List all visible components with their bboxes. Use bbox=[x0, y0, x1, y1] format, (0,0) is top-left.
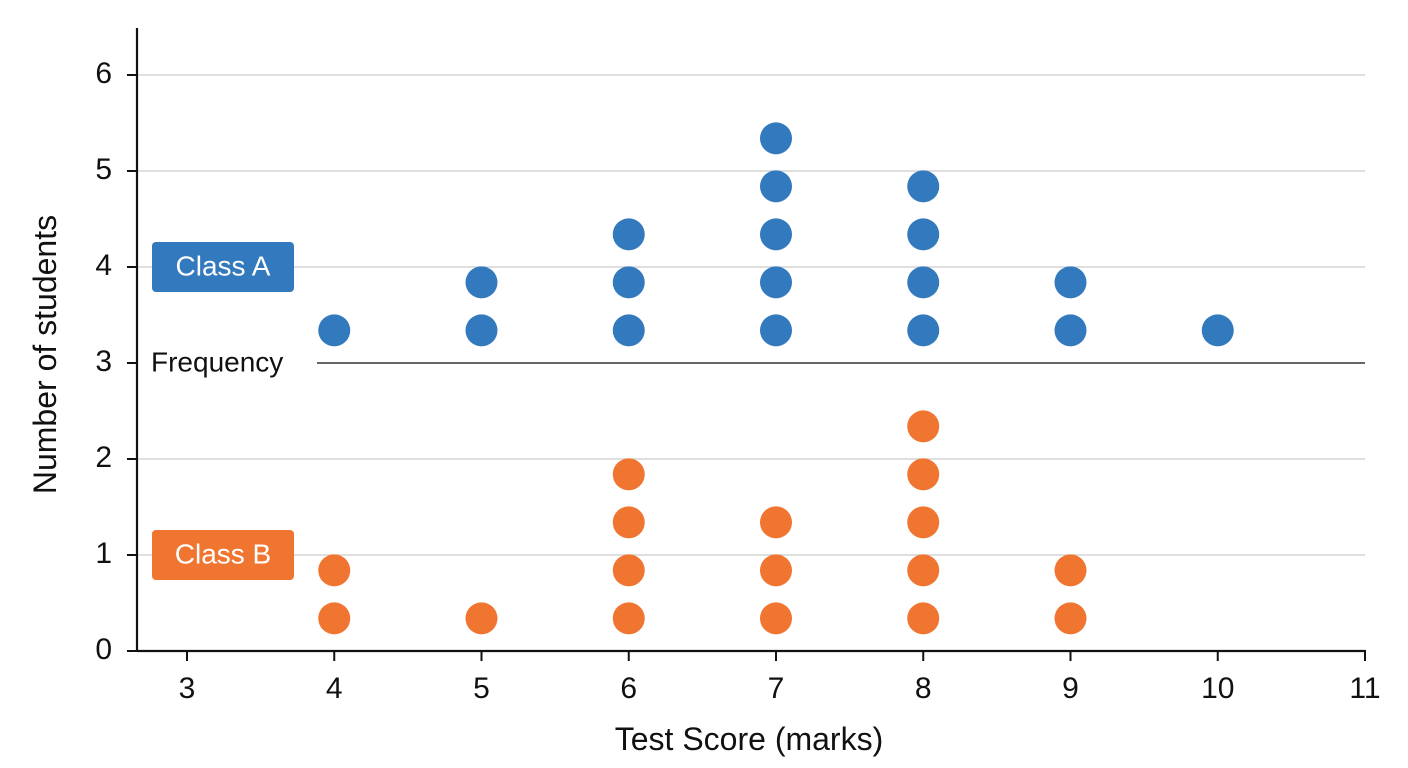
y-tick-label: 0 bbox=[95, 633, 112, 666]
dot-class-b bbox=[612, 602, 645, 635]
dot-class-b bbox=[907, 506, 940, 539]
y-tick-label: 4 bbox=[95, 249, 112, 282]
dot-class-a bbox=[465, 314, 498, 347]
dot-class-a bbox=[612, 314, 645, 347]
dot-class-a bbox=[907, 218, 940, 251]
dot-class-a bbox=[907, 266, 940, 299]
x-tick-label: 4 bbox=[326, 672, 343, 705]
dot-class-a bbox=[612, 266, 645, 299]
frequency-divider: Frequency bbox=[151, 346, 1365, 377]
x-tick-label: 8 bbox=[915, 672, 932, 705]
dot-class-b bbox=[907, 410, 940, 443]
dot-class-a bbox=[907, 314, 940, 347]
series-badge-label: Class A bbox=[176, 250, 271, 281]
dot-class-b bbox=[760, 554, 792, 587]
x-tick-label: 11 bbox=[1349, 672, 1380, 705]
dot-class-a bbox=[760, 122, 792, 155]
dot-class-b bbox=[318, 602, 351, 635]
dot-class-a bbox=[1054, 314, 1087, 347]
y-axis-title: Number of students bbox=[27, 215, 63, 494]
dot-class-b bbox=[907, 458, 940, 491]
x-tick-label: 7 bbox=[768, 672, 785, 705]
axes bbox=[135, 28, 1366, 653]
dot-class-a bbox=[760, 218, 792, 251]
divider-label: Frequency bbox=[151, 346, 283, 377]
x-tick-label: 9 bbox=[1062, 672, 1079, 705]
dot-class-a bbox=[1201, 314, 1234, 347]
dot-class-b bbox=[612, 506, 645, 539]
y-tick-label: 5 bbox=[95, 153, 112, 186]
y-tick-label: 3 bbox=[95, 345, 112, 378]
x-axis-title: Test Score (marks) bbox=[615, 721, 883, 757]
series-badge-label: Class B bbox=[175, 538, 271, 569]
series-labels: Class A Class B bbox=[152, 242, 294, 580]
dot-class-b bbox=[760, 506, 792, 539]
gridlines bbox=[137, 74, 1365, 556]
dot-class-b bbox=[907, 554, 940, 587]
dot-class-a bbox=[465, 266, 498, 299]
series-badge bbox=[152, 530, 294, 580]
dot-class-b bbox=[318, 554, 351, 587]
dot-class-a bbox=[318, 314, 351, 347]
dot-class-a bbox=[907, 170, 940, 203]
dot-class-a bbox=[760, 314, 792, 347]
dot-class-b bbox=[465, 602, 498, 635]
y-tick-label: 2 bbox=[95, 441, 112, 474]
dot-class-a bbox=[612, 218, 645, 251]
x-tick-label: 5 bbox=[473, 672, 490, 705]
dot-class-b bbox=[1054, 554, 1087, 587]
y-tick-label: 6 bbox=[95, 57, 112, 90]
y-tick-label: 1 bbox=[95, 537, 112, 570]
dot-class-b bbox=[612, 554, 645, 587]
dot-class-b bbox=[760, 602, 792, 635]
x-tick-label: 10 bbox=[1201, 672, 1234, 705]
dot-class-a bbox=[760, 170, 792, 203]
x-tick-label: 3 bbox=[179, 672, 196, 705]
y-axis-ticks: 0 1 2 3 4 5 6 bbox=[95, 57, 137, 666]
dot-marks bbox=[318, 122, 1234, 635]
x-axis-ticks: 3 4 5 6 7 8 9 10 11 bbox=[179, 651, 1381, 705]
dot-class-b bbox=[1054, 602, 1087, 635]
x-tick-label: 6 bbox=[620, 672, 637, 705]
series-badge bbox=[152, 242, 294, 292]
dot-class-b bbox=[907, 602, 940, 635]
dot-class-a bbox=[1054, 266, 1087, 299]
dot-class-b bbox=[612, 458, 645, 491]
dot-class-a bbox=[760, 266, 792, 299]
